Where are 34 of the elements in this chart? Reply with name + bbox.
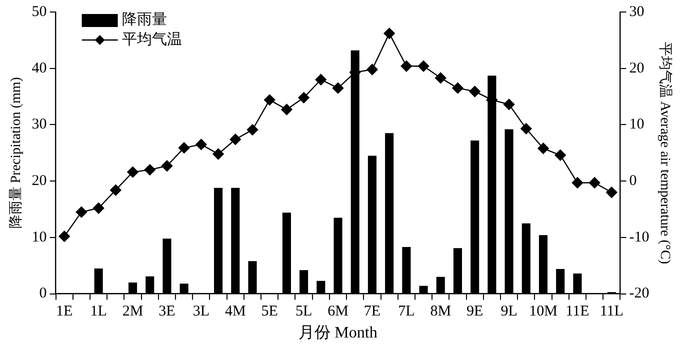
x-tick-label: 5E (261, 304, 278, 320)
x-axis-title: 月份 Month (298, 324, 378, 342)
x-tick-label: 9E (466, 304, 484, 320)
y2-tick-label: 20 (629, 60, 644, 76)
x-tick-label: 10M (529, 304, 558, 320)
x-tick-label: 3L (192, 304, 210, 320)
legend-label: 降雨量 (122, 10, 167, 28)
x-tick-label: 7L (398, 304, 415, 320)
y-tick-label: 20 (32, 173, 47, 190)
y-axis-title: 降雨量 Precipitation (mm) (8, 76, 24, 229)
y-tick-label: 30 (32, 116, 47, 133)
x-tick-label: 1L (90, 304, 107, 320)
x-tick-label: 1E (56, 304, 73, 320)
x-tick-label: 11L (600, 304, 624, 320)
y2-axis-title: 平均气温 Average air temperature (°C) (656, 42, 673, 264)
y-tick-label: 0 (39, 286, 47, 302)
x-tick-label: 8M (430, 304, 452, 320)
y2-tick-label: 30 (629, 4, 644, 20)
y-tick-label: 50 (32, 4, 47, 20)
y-tick-label: 10 (32, 229, 47, 246)
x-tick-label: 7E (364, 304, 381, 320)
x-tick-label: 9L (500, 304, 518, 320)
y2-tick-label: 10 (629, 116, 644, 133)
y2-tick-label: -10 (629, 229, 650, 246)
x-tick-label: 6M (328, 304, 348, 320)
x-tick-label: 3E (158, 304, 176, 320)
x-tick-label: 5L (295, 304, 312, 320)
legend-label: 平均气温 (122, 30, 182, 48)
y2-tick-label: 0 (629, 173, 637, 190)
y-tick-label: 40 (32, 60, 47, 76)
x-tick-label: 2M (122, 304, 144, 320)
y2-tick-label: -20 (629, 286, 650, 302)
x-tick-label: 11E (566, 304, 590, 320)
x-tick-label: 4M (224, 304, 246, 320)
